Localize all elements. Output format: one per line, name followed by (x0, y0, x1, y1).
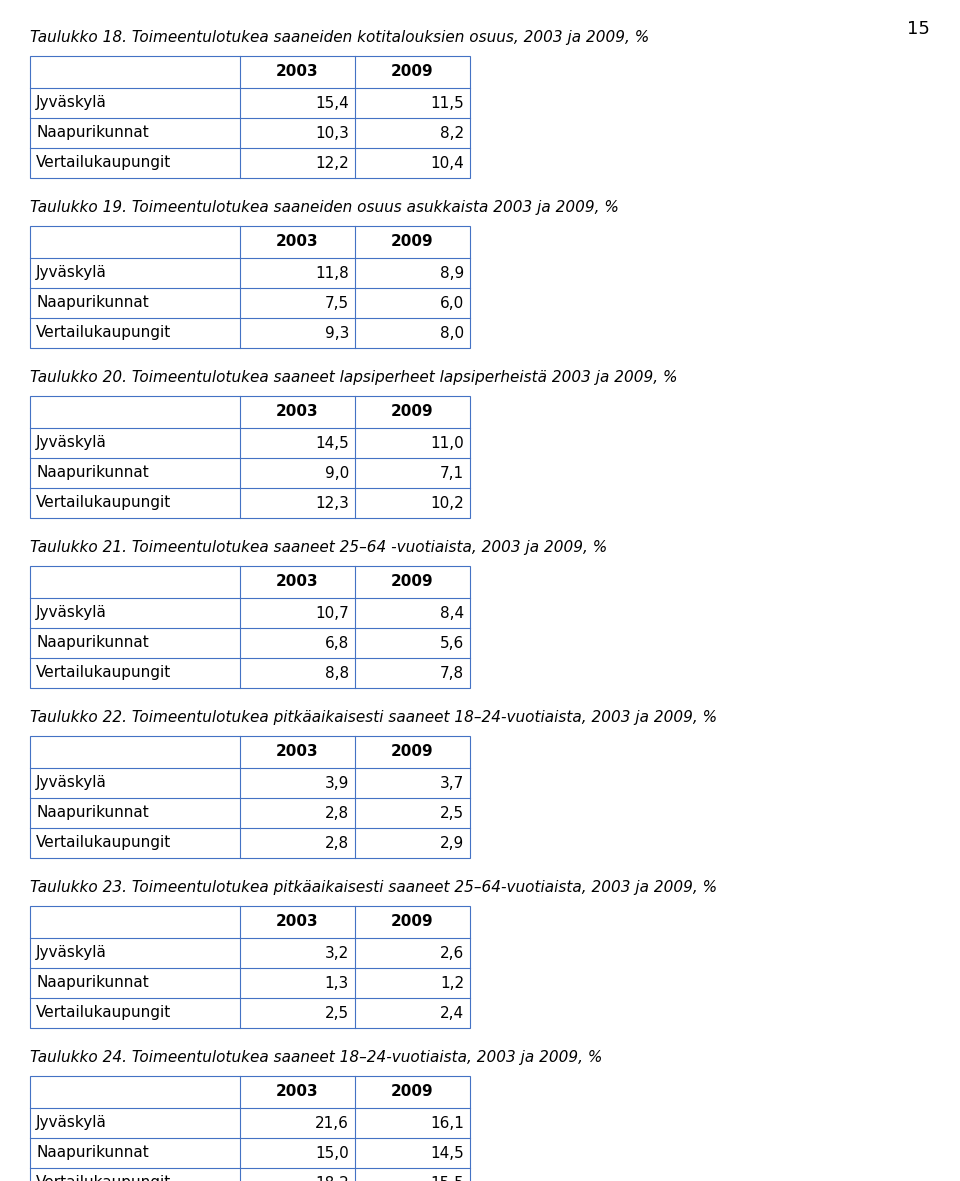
Text: Taulukko 21. Toimeentulotukea saaneet 25–64 -vuotiaista, 2003 ja 2009, %: Taulukko 21. Toimeentulotukea saaneet 25… (30, 540, 608, 555)
Text: 8,4: 8,4 (440, 606, 464, 620)
Text: 10,3: 10,3 (315, 125, 349, 141)
Text: Vertailukaupungit: Vertailukaupungit (36, 496, 171, 510)
Text: Vertailukaupungit: Vertailukaupungit (36, 156, 171, 170)
Text: 2003: 2003 (276, 405, 319, 419)
Text: Taulukko 20. Toimeentulotukea saaneet lapsiperheet lapsiperheistä 2003 ja 2009, : Taulukko 20. Toimeentulotukea saaneet la… (30, 370, 678, 385)
Text: 9,3: 9,3 (324, 326, 349, 340)
Text: 15,0: 15,0 (315, 1146, 349, 1161)
Text: Jyväskylä: Jyväskylä (36, 1116, 107, 1130)
Text: Jyväskylä: Jyväskylä (36, 266, 107, 281)
Text: 14,5: 14,5 (315, 436, 349, 450)
Text: Taulukko 24. Toimeentulotukea saaneet 18–24-vuotiaista, 2003 ja 2009, %: Taulukko 24. Toimeentulotukea saaneet 18… (30, 1050, 602, 1065)
Text: Taulukko 18. Toimeentulotukea saaneiden kotitalouksien osuus, 2003 ja 2009, %: Taulukko 18. Toimeentulotukea saaneiden … (30, 30, 649, 45)
Text: Taulukko 22. Toimeentulotukea pitkäaikaisesti saaneet 18–24-vuotiaista, 2003 ja : Taulukko 22. Toimeentulotukea pitkäaikai… (30, 710, 717, 725)
Text: 2003: 2003 (276, 574, 319, 589)
Text: Naapurikunnat: Naapurikunnat (36, 635, 149, 651)
Text: 18.2: 18.2 (315, 1175, 349, 1181)
Text: Vertailukaupungit: Vertailukaupungit (36, 835, 171, 850)
Text: 2009: 2009 (391, 1084, 434, 1100)
Text: 2009: 2009 (391, 405, 434, 419)
Text: 2,8: 2,8 (324, 835, 349, 850)
Text: 1,3: 1,3 (324, 976, 349, 991)
Text: 2009: 2009 (391, 744, 434, 759)
Text: 7,1: 7,1 (440, 465, 464, 481)
Text: 6,0: 6,0 (440, 295, 464, 311)
Text: Vertailukaupungit: Vertailukaupungit (36, 666, 171, 680)
Text: 15,5: 15,5 (430, 1175, 464, 1181)
Text: 2003: 2003 (276, 744, 319, 759)
Text: Naapurikunnat: Naapurikunnat (36, 465, 149, 481)
Text: 12,2: 12,2 (315, 156, 349, 170)
Text: 12,3: 12,3 (315, 496, 349, 510)
Text: Jyväskylä: Jyväskylä (36, 436, 107, 450)
Bar (30, 736, 470, 859)
Text: 10,2: 10,2 (430, 496, 464, 510)
Text: 1,2: 1,2 (440, 976, 464, 991)
Text: 2009: 2009 (391, 914, 434, 929)
Text: 2009: 2009 (391, 235, 434, 249)
Bar (30, 906, 470, 1027)
Text: 10,7: 10,7 (315, 606, 349, 620)
Text: 2,5: 2,5 (324, 1005, 349, 1020)
Text: 11,5: 11,5 (430, 96, 464, 111)
Text: 5,6: 5,6 (440, 635, 464, 651)
Text: Taulukko 19. Toimeentulotukea saaneiden osuus asukkaista 2003 ja 2009, %: Taulukko 19. Toimeentulotukea saaneiden … (30, 200, 619, 215)
Text: 2,4: 2,4 (440, 1005, 464, 1020)
Text: 2003: 2003 (276, 1084, 319, 1100)
Text: Vertailukaupungit: Vertailukaupungit (36, 1005, 171, 1020)
Text: 2,8: 2,8 (324, 805, 349, 821)
Text: Jyväskylä: Jyväskylä (36, 606, 107, 620)
Text: 16,1: 16,1 (430, 1116, 464, 1130)
Text: 6,8: 6,8 (324, 635, 349, 651)
Text: 2003: 2003 (276, 65, 319, 79)
Text: Naapurikunnat: Naapurikunnat (36, 295, 149, 311)
Text: Naapurikunnat: Naapurikunnat (36, 1146, 149, 1161)
Text: 15: 15 (907, 20, 930, 38)
Bar (30, 226, 470, 348)
Text: 11,8: 11,8 (315, 266, 349, 281)
Text: 7,5: 7,5 (324, 295, 349, 311)
Text: 15,4: 15,4 (315, 96, 349, 111)
Text: Vertailukaupungit: Vertailukaupungit (36, 326, 171, 340)
Text: 8,8: 8,8 (324, 666, 349, 680)
Bar (30, 56, 470, 178)
Text: 2,6: 2,6 (440, 946, 464, 960)
Text: 10,4: 10,4 (430, 156, 464, 170)
Text: Naapurikunnat: Naapurikunnat (36, 805, 149, 821)
Text: 8,9: 8,9 (440, 266, 464, 281)
Bar (30, 566, 470, 689)
Text: 8,2: 8,2 (440, 125, 464, 141)
Bar (30, 396, 470, 518)
Text: 2003: 2003 (276, 235, 319, 249)
Text: Naapurikunnat: Naapurikunnat (36, 125, 149, 141)
Text: 7,8: 7,8 (440, 666, 464, 680)
Text: 2003: 2003 (276, 914, 319, 929)
Text: 2009: 2009 (391, 574, 434, 589)
Text: 9,0: 9,0 (324, 465, 349, 481)
Bar (30, 1076, 470, 1181)
Text: 2,9: 2,9 (440, 835, 464, 850)
Text: Jyväskylä: Jyväskylä (36, 96, 107, 111)
Text: Naapurikunnat: Naapurikunnat (36, 976, 149, 991)
Text: 3,9: 3,9 (324, 776, 349, 790)
Text: 11,0: 11,0 (430, 436, 464, 450)
Text: 8,0: 8,0 (440, 326, 464, 340)
Text: 21,6: 21,6 (315, 1116, 349, 1130)
Text: 3,7: 3,7 (440, 776, 464, 790)
Text: 3,2: 3,2 (324, 946, 349, 960)
Text: Jyväskylä: Jyväskylä (36, 946, 107, 960)
Text: Vertailukaupungit: Vertailukaupungit (36, 1175, 171, 1181)
Text: Taulukko 23. Toimeentulotukea pitkäaikaisesti saaneet 25–64-vuotiaista, 2003 ja : Taulukko 23. Toimeentulotukea pitkäaikai… (30, 880, 717, 895)
Text: 2009: 2009 (391, 65, 434, 79)
Text: 14,5: 14,5 (430, 1146, 464, 1161)
Text: 2,5: 2,5 (440, 805, 464, 821)
Text: Jyväskylä: Jyväskylä (36, 776, 107, 790)
